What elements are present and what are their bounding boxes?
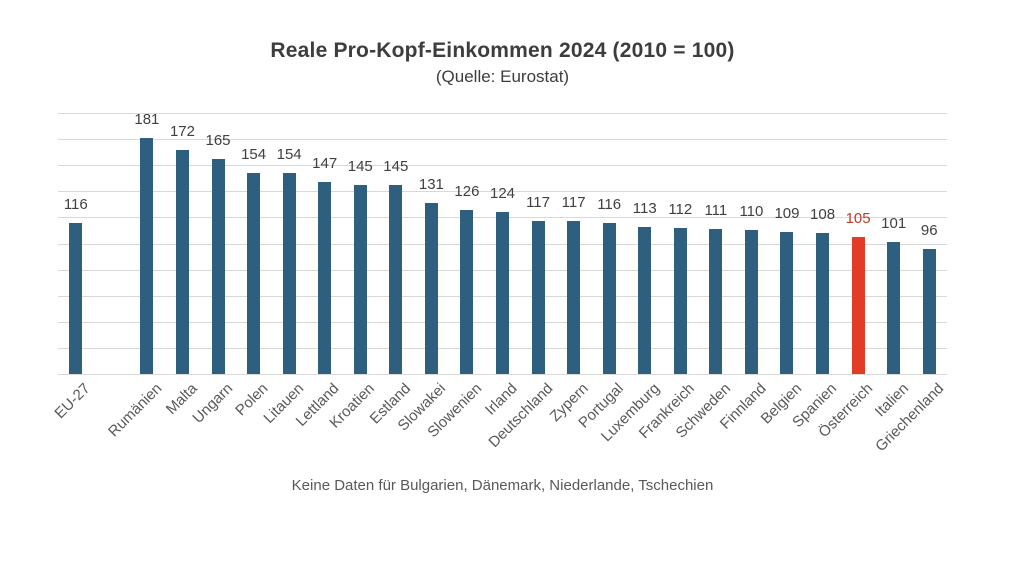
value-label-Griechenland: 96 xyxy=(920,221,938,239)
value-label-EU-27: 116 xyxy=(63,195,88,213)
x-label-Portugal: Portugal xyxy=(575,380,628,432)
value-label-Deutschland: 117 xyxy=(526,194,550,212)
bar-Griechenland xyxy=(922,248,936,374)
value-label-Belgien: 109 xyxy=(774,204,800,222)
x-label-EU-27: EU-27 xyxy=(51,380,94,423)
gridline xyxy=(58,165,947,167)
bar-Kroatien xyxy=(353,184,367,374)
x-label-Rumänien: Rumänien xyxy=(104,380,165,441)
value-label-Slowakei: 131 xyxy=(418,176,444,194)
x-label-Schweden: Schweden xyxy=(672,380,734,442)
bar-Frankreich xyxy=(673,227,687,374)
value-label-Rumänien: 181 xyxy=(134,110,160,128)
bar-Belgien xyxy=(780,231,794,374)
bar-EU-27 xyxy=(69,222,83,374)
value-label-Schweden: 111 xyxy=(704,202,728,220)
gridline xyxy=(58,113,947,114)
x-label-Griechenland: Griechenland xyxy=(872,380,948,456)
value-label-Österreich: 105 xyxy=(845,209,871,227)
value-label-Zypern: 117 xyxy=(561,194,586,212)
x-label-Deutschland: Deutschland xyxy=(485,380,557,451)
bar-Spanien xyxy=(816,233,830,374)
bar-Italien xyxy=(887,242,901,374)
bar-Rumänien xyxy=(140,137,154,374)
x-label-Kroatien: Kroatien xyxy=(326,380,379,432)
x-label-Estland: Estland xyxy=(366,380,414,428)
value-label-Lettland: 147 xyxy=(312,155,338,173)
x-label-Luxemburg: Luxemburg xyxy=(597,380,663,446)
value-label-Portugal: 116 xyxy=(597,195,622,213)
chart-footnote: Keine Daten für Bulgarien, Dänemark, Nie… xyxy=(291,477,714,494)
bar-Irland xyxy=(496,212,509,374)
x-label-Belgien: Belgien xyxy=(757,380,806,428)
x-label-Malta: Malta xyxy=(162,380,201,418)
bar-Litauen xyxy=(282,173,296,374)
value-label-Spanien: 108 xyxy=(810,206,836,224)
x-label-Polen: Polen xyxy=(232,380,272,420)
x-label-Slowenien: Slowenien xyxy=(424,380,485,441)
value-label-Polen: 154 xyxy=(241,146,267,164)
bar-Malta xyxy=(175,149,189,374)
x-label-Zypern: Zypern xyxy=(546,380,592,426)
bar-Slowakei xyxy=(424,203,438,374)
value-label-Malta: 172 xyxy=(169,122,195,140)
value-label-Italien: 101 xyxy=(881,215,907,233)
x-label-Ungarn: Ungarn xyxy=(189,380,237,427)
bar-Schweden xyxy=(709,229,723,374)
bar-Deutschland xyxy=(531,221,545,374)
x-label-Lettland: Lettland xyxy=(292,380,343,430)
bar-Polen xyxy=(247,173,261,374)
bar-Luxemburg xyxy=(638,226,652,374)
bar-Lettland xyxy=(318,182,332,374)
x-label-Italien: Italien xyxy=(871,380,912,421)
gridline xyxy=(58,191,947,193)
value-label-Kroatien: 145 xyxy=(347,157,373,175)
chart-title: Reale Pro-Kopf-Einkommen 2024 (2010 = 10… xyxy=(270,39,735,62)
x-label-Litauen: Litauen xyxy=(260,380,308,427)
value-label-Litauen: 154 xyxy=(276,146,302,164)
value-label-Finnland: 110 xyxy=(739,203,764,221)
x-label-Slowakei: Slowakei xyxy=(394,380,450,435)
bar-Estland xyxy=(389,184,403,374)
bar-Ungarn xyxy=(211,158,225,374)
bar-Finnland xyxy=(744,230,758,374)
x-label-Spanien: Spanien xyxy=(789,380,841,431)
x-label-Finnland: Finnland xyxy=(716,380,770,433)
bar-Slowenien xyxy=(460,209,474,374)
value-label-Luxemburg: 113 xyxy=(632,199,657,217)
x-label-Frankreich: Frankreich xyxy=(636,380,699,443)
bar-Portugal xyxy=(602,222,616,374)
x-label-Irland: Irland xyxy=(481,380,521,419)
chart-subtitle: (Quelle: Eurostat) xyxy=(435,67,570,86)
value-label-Irland: 124 xyxy=(489,185,516,203)
value-label-Slowenien: 126 xyxy=(454,182,480,200)
bar-Zypern xyxy=(567,221,581,374)
gridline xyxy=(58,139,947,141)
bar-Österreich xyxy=(851,236,865,374)
value-label-Estland: 145 xyxy=(383,157,409,175)
plot-area: 116 181 172 165 154 154 147 145 145 131 126 124 117 1… xyxy=(58,110,947,375)
gridline xyxy=(58,374,947,375)
value-label-Ungarn: 165 xyxy=(205,131,231,149)
x-label-Österreich: Österreich xyxy=(815,380,877,441)
value-label-Frankreich: 112 xyxy=(668,200,693,218)
